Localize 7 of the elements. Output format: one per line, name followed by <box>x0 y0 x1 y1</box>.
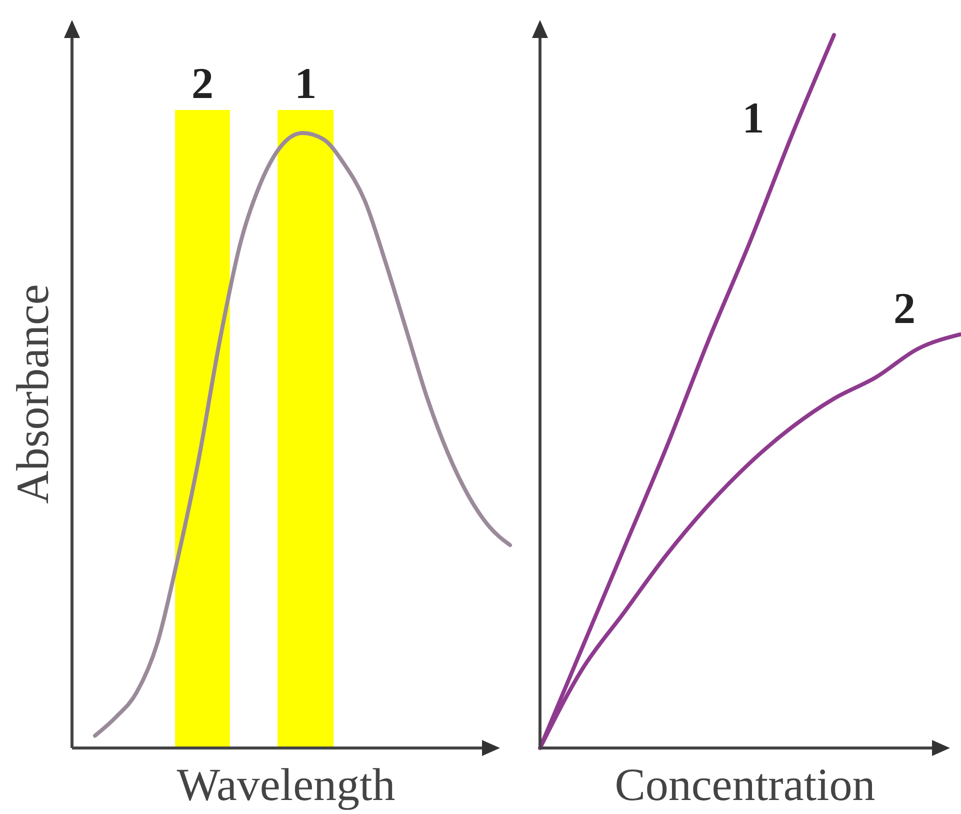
text: 1 <box>294 59 317 108</box>
series-label: 2 <box>893 284 916 333</box>
text: 2 <box>191 59 214 108</box>
series-label: 1 <box>742 94 764 143</box>
x-axis-title: Concentration <box>614 759 876 810</box>
x-axis-title: Wavelength <box>176 759 396 810</box>
y-axis-title: Absorbance <box>7 284 58 504</box>
